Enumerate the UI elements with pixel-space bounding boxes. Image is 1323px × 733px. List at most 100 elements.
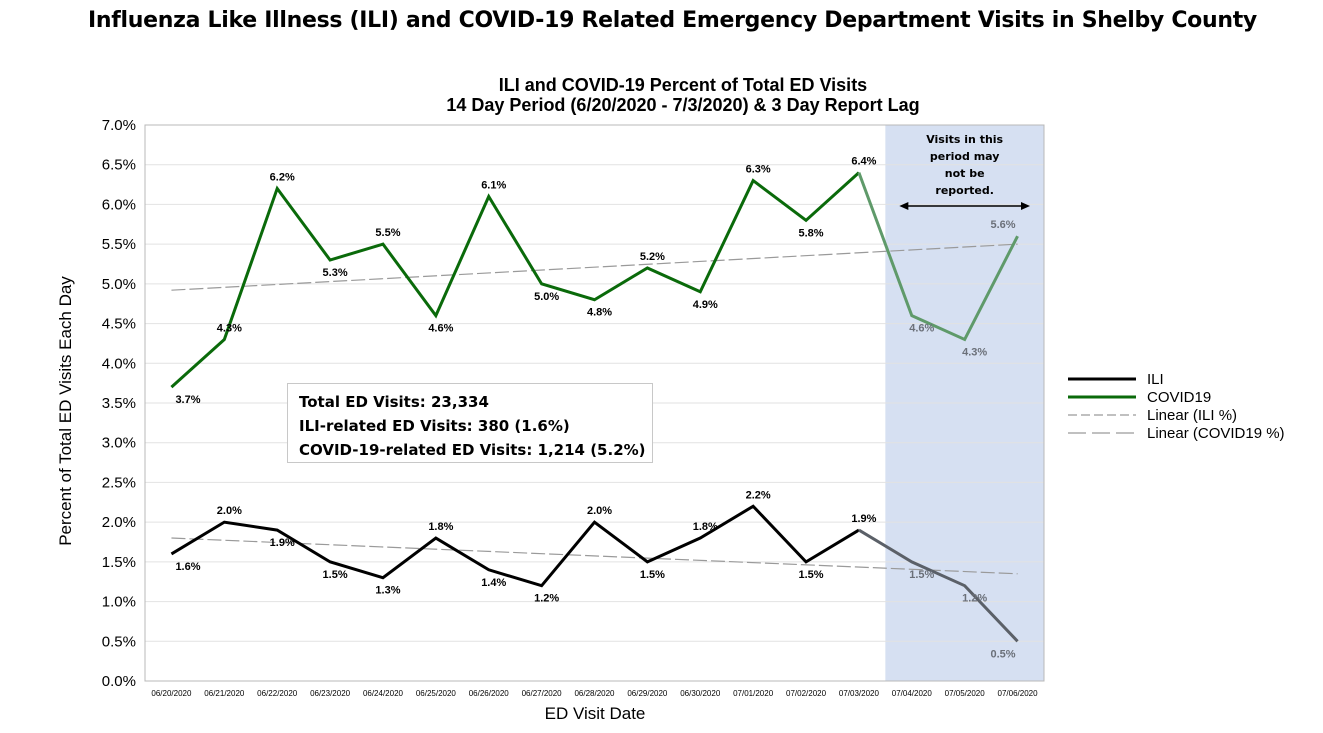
x-tick-label: 06/25/2020: [416, 689, 457, 698]
x-axis-ticks: 06/20/2020 06/21/2020 06/22/2020 06/23/2020…: [151, 689, 1038, 698]
y-axis-ticks: 0.0% 0.5% 1.0% 1.5% 2.0% 2.5% 3.0% 3.5% 4.0% 4.5%…: [102, 117, 136, 690]
data-label: 4.9%: [693, 299, 718, 311]
data-label: 2.0%: [587, 505, 612, 517]
series-line: [170, 504, 860, 588]
trendlines: [171, 243, 1018, 575]
data-label: 2.2%: [746, 489, 771, 501]
data-label: 5.2%: [640, 251, 665, 263]
x-tick-label: 06/27/2020: [522, 689, 563, 698]
x-tick-label: 07/03/2020: [839, 689, 880, 698]
data-label: 5.5%: [375, 227, 400, 239]
data-label: 1.5%: [640, 569, 665, 581]
x-tick-label: 06/26/2020: [469, 689, 510, 698]
y-tick-label: 2.0%: [102, 514, 136, 531]
x-tick-label: 06/20/2020: [151, 689, 192, 698]
y-tick-label: 5.5%: [102, 236, 136, 253]
x-tick-label: 07/04/2020: [892, 689, 933, 698]
y-tick-label: 5.0%: [102, 276, 136, 293]
data-label: 1.6%: [175, 561, 200, 573]
y-tick-label: 0.5%: [102, 633, 136, 650]
data-label: 1.3%: [375, 585, 400, 597]
data-label: 1.9%: [851, 513, 876, 525]
y-tick-label: 6.5%: [102, 157, 136, 174]
shaded-note: Visits in this period may not be reported.: [899, 133, 1030, 210]
data-label: 1.2%: [534, 593, 559, 605]
data-label: 6.1%: [481, 179, 506, 191]
series-line: [170, 171, 860, 389]
data-label: 4.8%: [587, 307, 612, 319]
legend-label: ILI: [1147, 371, 1164, 388]
data-label: 5.8%: [798, 227, 823, 239]
data-label: 1.5%: [909, 569, 934, 581]
series-line-lag: [858, 528, 1019, 643]
x-tick-label: 06/28/2020: [574, 689, 615, 698]
data-label: 6.4%: [851, 156, 876, 168]
x-tick-label: 06/21/2020: [204, 689, 245, 698]
data-label: 0.5%: [990, 648, 1015, 660]
stats-ili-visits: ILI-related ED Visits: 380 (1.6%): [299, 417, 570, 435]
arrow-head-right: [1021, 202, 1030, 210]
data-label: 4.3%: [217, 322, 242, 334]
x-axis-label: ED Visit Date: [545, 704, 646, 723]
x-tick-label: 07/02/2020: [786, 689, 827, 698]
plot-area-border: [144, 124, 1045, 682]
y-tick-label: 3.0%: [102, 435, 136, 452]
data-label: 1.5%: [798, 569, 823, 581]
data-label: 5.0%: [534, 291, 559, 303]
data-label: 1.2%: [962, 593, 987, 605]
y-tick-label: 4.5%: [102, 316, 136, 333]
stats-total-visits: Total ED Visits: 23,334: [299, 393, 489, 411]
chart-subtitle: 14 Day Period (6/20/2020 - 7/3/2020) & 3…: [446, 95, 919, 115]
page-title: Influenza Like Illness (ILI) and COVID-1…: [88, 8, 1257, 33]
data-labels: 1.6% 2.0% 1.9% 1.5% 1.3% 1.8% 1.4% 1.2% 2.0% 1.5%…: [175, 156, 1015, 661]
y-tick-label: 6.0%: [102, 196, 136, 213]
y-tick-label: 1.5%: [102, 554, 136, 571]
y-tick-label: 2.5%: [102, 474, 136, 491]
data-label: 4.6%: [428, 323, 453, 335]
x-tick-label: 06/24/2020: [363, 689, 404, 698]
series-lines: [170, 171, 1019, 643]
shaded-note-line: Visits in this: [926, 133, 1003, 146]
data-label: 1.8%: [693, 521, 718, 533]
y-axis-label: Percent of Total ED Visits Each Day: [56, 276, 75, 546]
series-line-lag: [857, 172, 1019, 342]
y-tick-label: 1.0%: [102, 594, 136, 611]
x-tick-label: 07/01/2020: [733, 689, 774, 698]
trendline: [171, 537, 1018, 575]
data-label: 5.3%: [323, 267, 348, 279]
y-tick-label: 0.0%: [102, 673, 136, 690]
y-tick-label: 4.0%: [102, 355, 136, 372]
stats-covid-visits: COVID-19-related ED Visits: 1,214 (5.2%): [299, 441, 646, 459]
y-tick-label: 3.5%: [102, 395, 136, 412]
x-tick-label: 06/23/2020: [310, 689, 351, 698]
x-tick-label: 07/05/2020: [945, 689, 986, 698]
trendline: [171, 243, 1018, 291]
data-label: 1.8%: [428, 521, 453, 533]
x-tick-label: 06/30/2020: [680, 689, 721, 698]
chart-title: ILI and COVID-19 Percent of Total ED Vis…: [499, 75, 867, 95]
x-tick-label: 07/06/2020: [998, 689, 1039, 698]
shaded-note-line: reported.: [935, 184, 994, 197]
data-label: 1.5%: [323, 569, 348, 581]
shaded-note-line: not be: [945, 167, 985, 180]
data-label: 3.7%: [175, 394, 200, 406]
y-tick-label: 7.0%: [102, 117, 136, 134]
legend-label: COVID19: [1147, 389, 1211, 406]
data-label: 4.3%: [962, 346, 987, 358]
data-label: 4.6%: [909, 323, 934, 335]
legend-label: Linear (ILI %): [1147, 407, 1237, 424]
x-tick-label: 06/29/2020: [627, 689, 668, 698]
shaded-note-line: period may: [930, 150, 1000, 163]
data-label: 2.0%: [217, 505, 242, 517]
data-label: 5.6%: [990, 219, 1015, 231]
data-label: 1.4%: [481, 577, 506, 589]
data-label: 6.2%: [270, 172, 295, 184]
arrow-head-left: [899, 202, 909, 210]
summary-stats-box: Total ED Visits: 23,334 ILI-related ED V…: [287, 383, 653, 463]
data-label: 1.9%: [270, 537, 295, 549]
legend-label: Linear (COVID19 %): [1147, 425, 1285, 442]
data-label: 6.3%: [746, 164, 771, 176]
x-tick-label: 06/22/2020: [257, 689, 298, 698]
